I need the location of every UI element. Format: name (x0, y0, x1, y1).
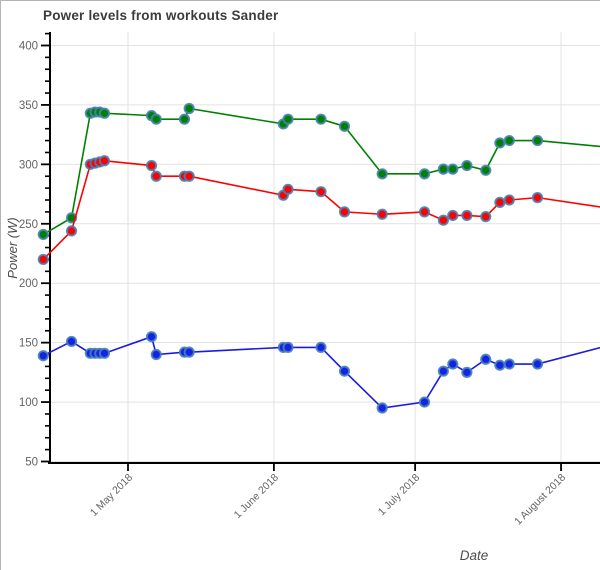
x-axis-label: Date (459, 548, 489, 563)
green-series-data-point (376, 168, 388, 180)
blue-series-data-point (503, 358, 515, 370)
green-series-data-point (418, 168, 431, 180)
green-series-data-point (503, 134, 515, 147)
green-series-data-point (183, 102, 195, 115)
green-series-data-point (315, 113, 327, 125)
blue-series-data-point (531, 358, 544, 370)
green-series-data-point (338, 120, 351, 132)
blue-series-data-point (145, 331, 158, 343)
green-series-data-point (531, 134, 544, 147)
blue-series-data-point (376, 402, 388, 414)
y-tick-label: 250 (19, 219, 38, 231)
red-series-data-point (447, 209, 459, 222)
red-series-data-point (461, 209, 473, 222)
y-tick-label: 400 (19, 40, 38, 52)
blue-series-data-point (418, 396, 431, 408)
x-tick-label: 1 May 2018 (88, 472, 135, 519)
green-series-data-point (480, 164, 492, 176)
green-series-data-point (178, 113, 191, 125)
x-tick-label: 1 July 2018 (376, 472, 423, 519)
y-tick-label: 50 (25, 457, 38, 469)
red-series-data-point (150, 170, 162, 182)
blue-series-data-point (315, 341, 327, 353)
red-series-data-point (531, 192, 544, 204)
red-series-data-point (418, 206, 431, 218)
blue-series-data-point (183, 346, 195, 358)
blue-series-data-point (461, 366, 473, 378)
red-series-data-point (494, 196, 506, 208)
blue-series-data-point (65, 335, 78, 348)
green-series-data-point (447, 163, 459, 175)
y-tick-label: 100 (19, 397, 38, 409)
green-series-data-point (37, 228, 49, 241)
green-series-data-point (461, 159, 473, 172)
blue-series-data-point (282, 341, 294, 353)
blue-series-data-point (150, 348, 162, 361)
blue-series-data-point (480, 353, 492, 365)
red-series-data-point (338, 206, 351, 218)
y-tick-label: 300 (19, 159, 38, 171)
red-series-data-point (376, 208, 388, 220)
red-series-data-point (37, 253, 49, 266)
red-series-data-point (98, 155, 111, 167)
blue-series-data-point (494, 359, 506, 371)
green-series-data-point (494, 137, 506, 149)
red-series-data-point (65, 225, 78, 237)
y-tick-label: 200 (19, 278, 38, 290)
blue-series-data-point (447, 358, 459, 370)
red-series-data-point (503, 194, 515, 206)
green-series-data-point (437, 163, 449, 175)
green-series-line (42, 107, 600, 236)
y-tick-label: 150 (19, 338, 38, 350)
red-series-line (42, 159, 600, 261)
green-series-data-point (150, 113, 162, 125)
x-tick-label: 1 August 2018 (512, 472, 568, 528)
blue-series-data-point (37, 350, 49, 362)
red-series-data-point (315, 186, 327, 198)
x-tick-label: 1 June 2018 (232, 472, 281, 521)
blue-series-data-point (98, 347, 111, 359)
green-series-data-point (98, 107, 111, 119)
red-series-data-point (480, 211, 492, 223)
red-series-data-point (282, 183, 294, 195)
red-series-data-point (183, 170, 195, 182)
green-series-data-point (282, 113, 294, 125)
y-tick-label: 350 (19, 100, 38, 112)
chart-title: Power levels from workouts Sander (43, 8, 279, 23)
blue-series-data-point (338, 365, 351, 377)
red-series-data-point (437, 214, 449, 226)
blue-series-data-point (437, 365, 449, 377)
y-axis-label: Power (W) (5, 217, 20, 279)
red-series-data-point (145, 159, 158, 172)
